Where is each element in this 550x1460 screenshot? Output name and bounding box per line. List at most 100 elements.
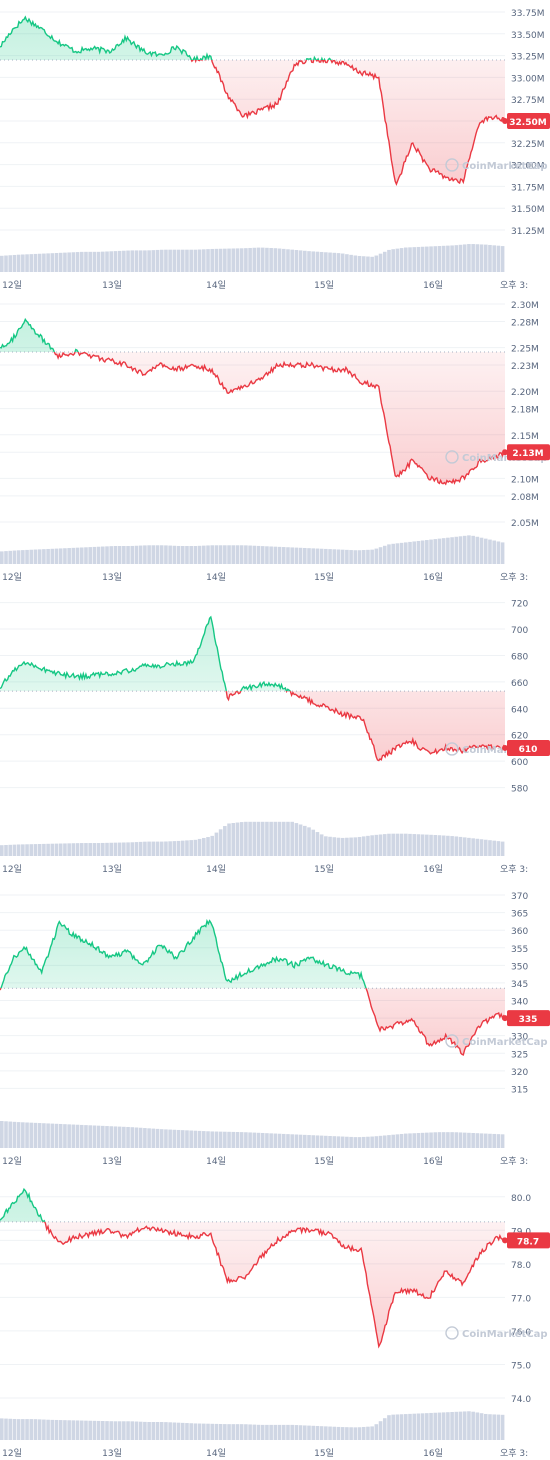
volume-bar xyxy=(214,1423,219,1440)
x-tick-label: 오후 3: xyxy=(500,864,528,875)
volume-bar xyxy=(176,545,181,564)
volume-bar xyxy=(218,248,223,272)
volume-bar xyxy=(79,843,84,856)
watermark-logo-icon xyxy=(445,742,459,756)
volume-bar xyxy=(446,1412,450,1440)
volume-bar xyxy=(492,840,496,856)
volume-bar xyxy=(12,1418,17,1440)
volume-bar xyxy=(189,840,193,856)
area-above-baseline xyxy=(0,1189,45,1222)
volume-bar xyxy=(16,844,21,856)
volume-bar xyxy=(105,842,109,856)
volume-bar xyxy=(126,546,130,564)
volume-bar xyxy=(46,548,50,564)
volume-bar xyxy=(84,547,88,564)
volume-bar xyxy=(109,1126,114,1148)
volume-bar xyxy=(496,541,501,564)
volume-bar xyxy=(425,1132,429,1148)
volume-bar xyxy=(412,1133,417,1148)
volume-bar xyxy=(67,252,71,272)
chart-panel-1: 33.75M 33.50M 33.25M 33.00M 32.75M 32.50M 32.2… xyxy=(0,0,550,292)
current-price-label: 610 xyxy=(519,745,538,755)
volume-bar xyxy=(340,549,345,564)
volume-bar xyxy=(96,1125,101,1148)
area-below-baseline xyxy=(0,351,505,485)
x-tick-label: 12일 xyxy=(2,864,22,875)
y-tick-label: 2.18M xyxy=(511,406,539,416)
volume-bar xyxy=(273,248,278,272)
volume-bar xyxy=(231,1131,236,1148)
volume-bar xyxy=(29,844,34,856)
volume-bar xyxy=(286,249,290,272)
volume-bar xyxy=(0,1121,4,1148)
volume-bar xyxy=(210,1423,215,1440)
volume-bar xyxy=(117,1126,122,1148)
volume-bar xyxy=(374,834,379,856)
volume-bar xyxy=(235,1132,240,1148)
volume-bar xyxy=(319,251,324,272)
volume-bar xyxy=(252,545,257,564)
volume-bar xyxy=(500,246,505,272)
volume-bar xyxy=(357,550,362,564)
volume-bar xyxy=(227,823,231,856)
volume-bar xyxy=(290,1424,294,1440)
volume-bar xyxy=(37,843,42,856)
volume-bar xyxy=(420,246,425,272)
volume-bar xyxy=(130,1127,135,1148)
volume-bar xyxy=(395,543,400,564)
volume-bar xyxy=(471,244,475,272)
volume-bar xyxy=(429,539,433,564)
volume-bar xyxy=(391,543,395,564)
volume-bar xyxy=(412,834,417,856)
volume-bar xyxy=(353,550,358,564)
y-tick-label: 600 xyxy=(511,758,528,768)
volume-bar xyxy=(138,1421,143,1440)
y-tick-label: 32.00M xyxy=(511,162,545,172)
volume-bar xyxy=(475,838,480,856)
volume-bar xyxy=(324,1426,328,1440)
volume-bar xyxy=(0,255,4,272)
volume-bar xyxy=(488,244,492,272)
volume-bar xyxy=(303,825,307,856)
volume-bar xyxy=(239,545,244,564)
y-tick-label: 700 xyxy=(511,626,528,636)
price-line-down xyxy=(53,351,506,486)
volume-bar xyxy=(328,836,332,856)
volume-bar xyxy=(315,251,320,272)
volume-bar xyxy=(180,1422,185,1440)
volume-bar xyxy=(345,1427,349,1440)
y-tick-label: 720 xyxy=(511,600,528,610)
volume-bar xyxy=(450,537,454,564)
volume-bar xyxy=(332,1426,337,1440)
volume-bar xyxy=(58,843,63,856)
volume-bar xyxy=(84,1420,88,1440)
volume-bar xyxy=(298,1425,303,1440)
volume-bar xyxy=(319,548,324,564)
chart-svg-3: 720700680660640620600580CoinMarketCap610… xyxy=(0,600,550,875)
watermark-logo-icon xyxy=(445,450,459,464)
volume-bar xyxy=(298,1134,303,1148)
volume-bar xyxy=(214,248,219,272)
volume-bar xyxy=(0,845,4,856)
volume-bar xyxy=(328,549,332,564)
volume-bar xyxy=(307,827,311,856)
volume-bar xyxy=(286,821,290,856)
volume-bar xyxy=(425,834,429,856)
y-tick-label: 2.10M xyxy=(511,475,539,485)
volume-bar xyxy=(458,244,463,272)
volume-bar xyxy=(134,1127,139,1148)
volume-bar xyxy=(214,545,219,564)
volume-bar xyxy=(29,549,34,564)
volume-bar xyxy=(122,546,126,564)
volume-bar xyxy=(281,248,286,272)
volume-bar xyxy=(21,1122,25,1148)
volume-bar xyxy=(46,843,50,856)
x-tick-label: 15일 xyxy=(314,1448,334,1459)
volume-bar xyxy=(298,250,303,272)
volume-bar xyxy=(311,829,316,856)
volume-bar xyxy=(269,1133,273,1148)
y-tick-label: 365 xyxy=(511,910,528,920)
volume-bar xyxy=(164,841,168,856)
volume-bar xyxy=(483,1133,488,1148)
volume-bar xyxy=(265,1424,269,1440)
